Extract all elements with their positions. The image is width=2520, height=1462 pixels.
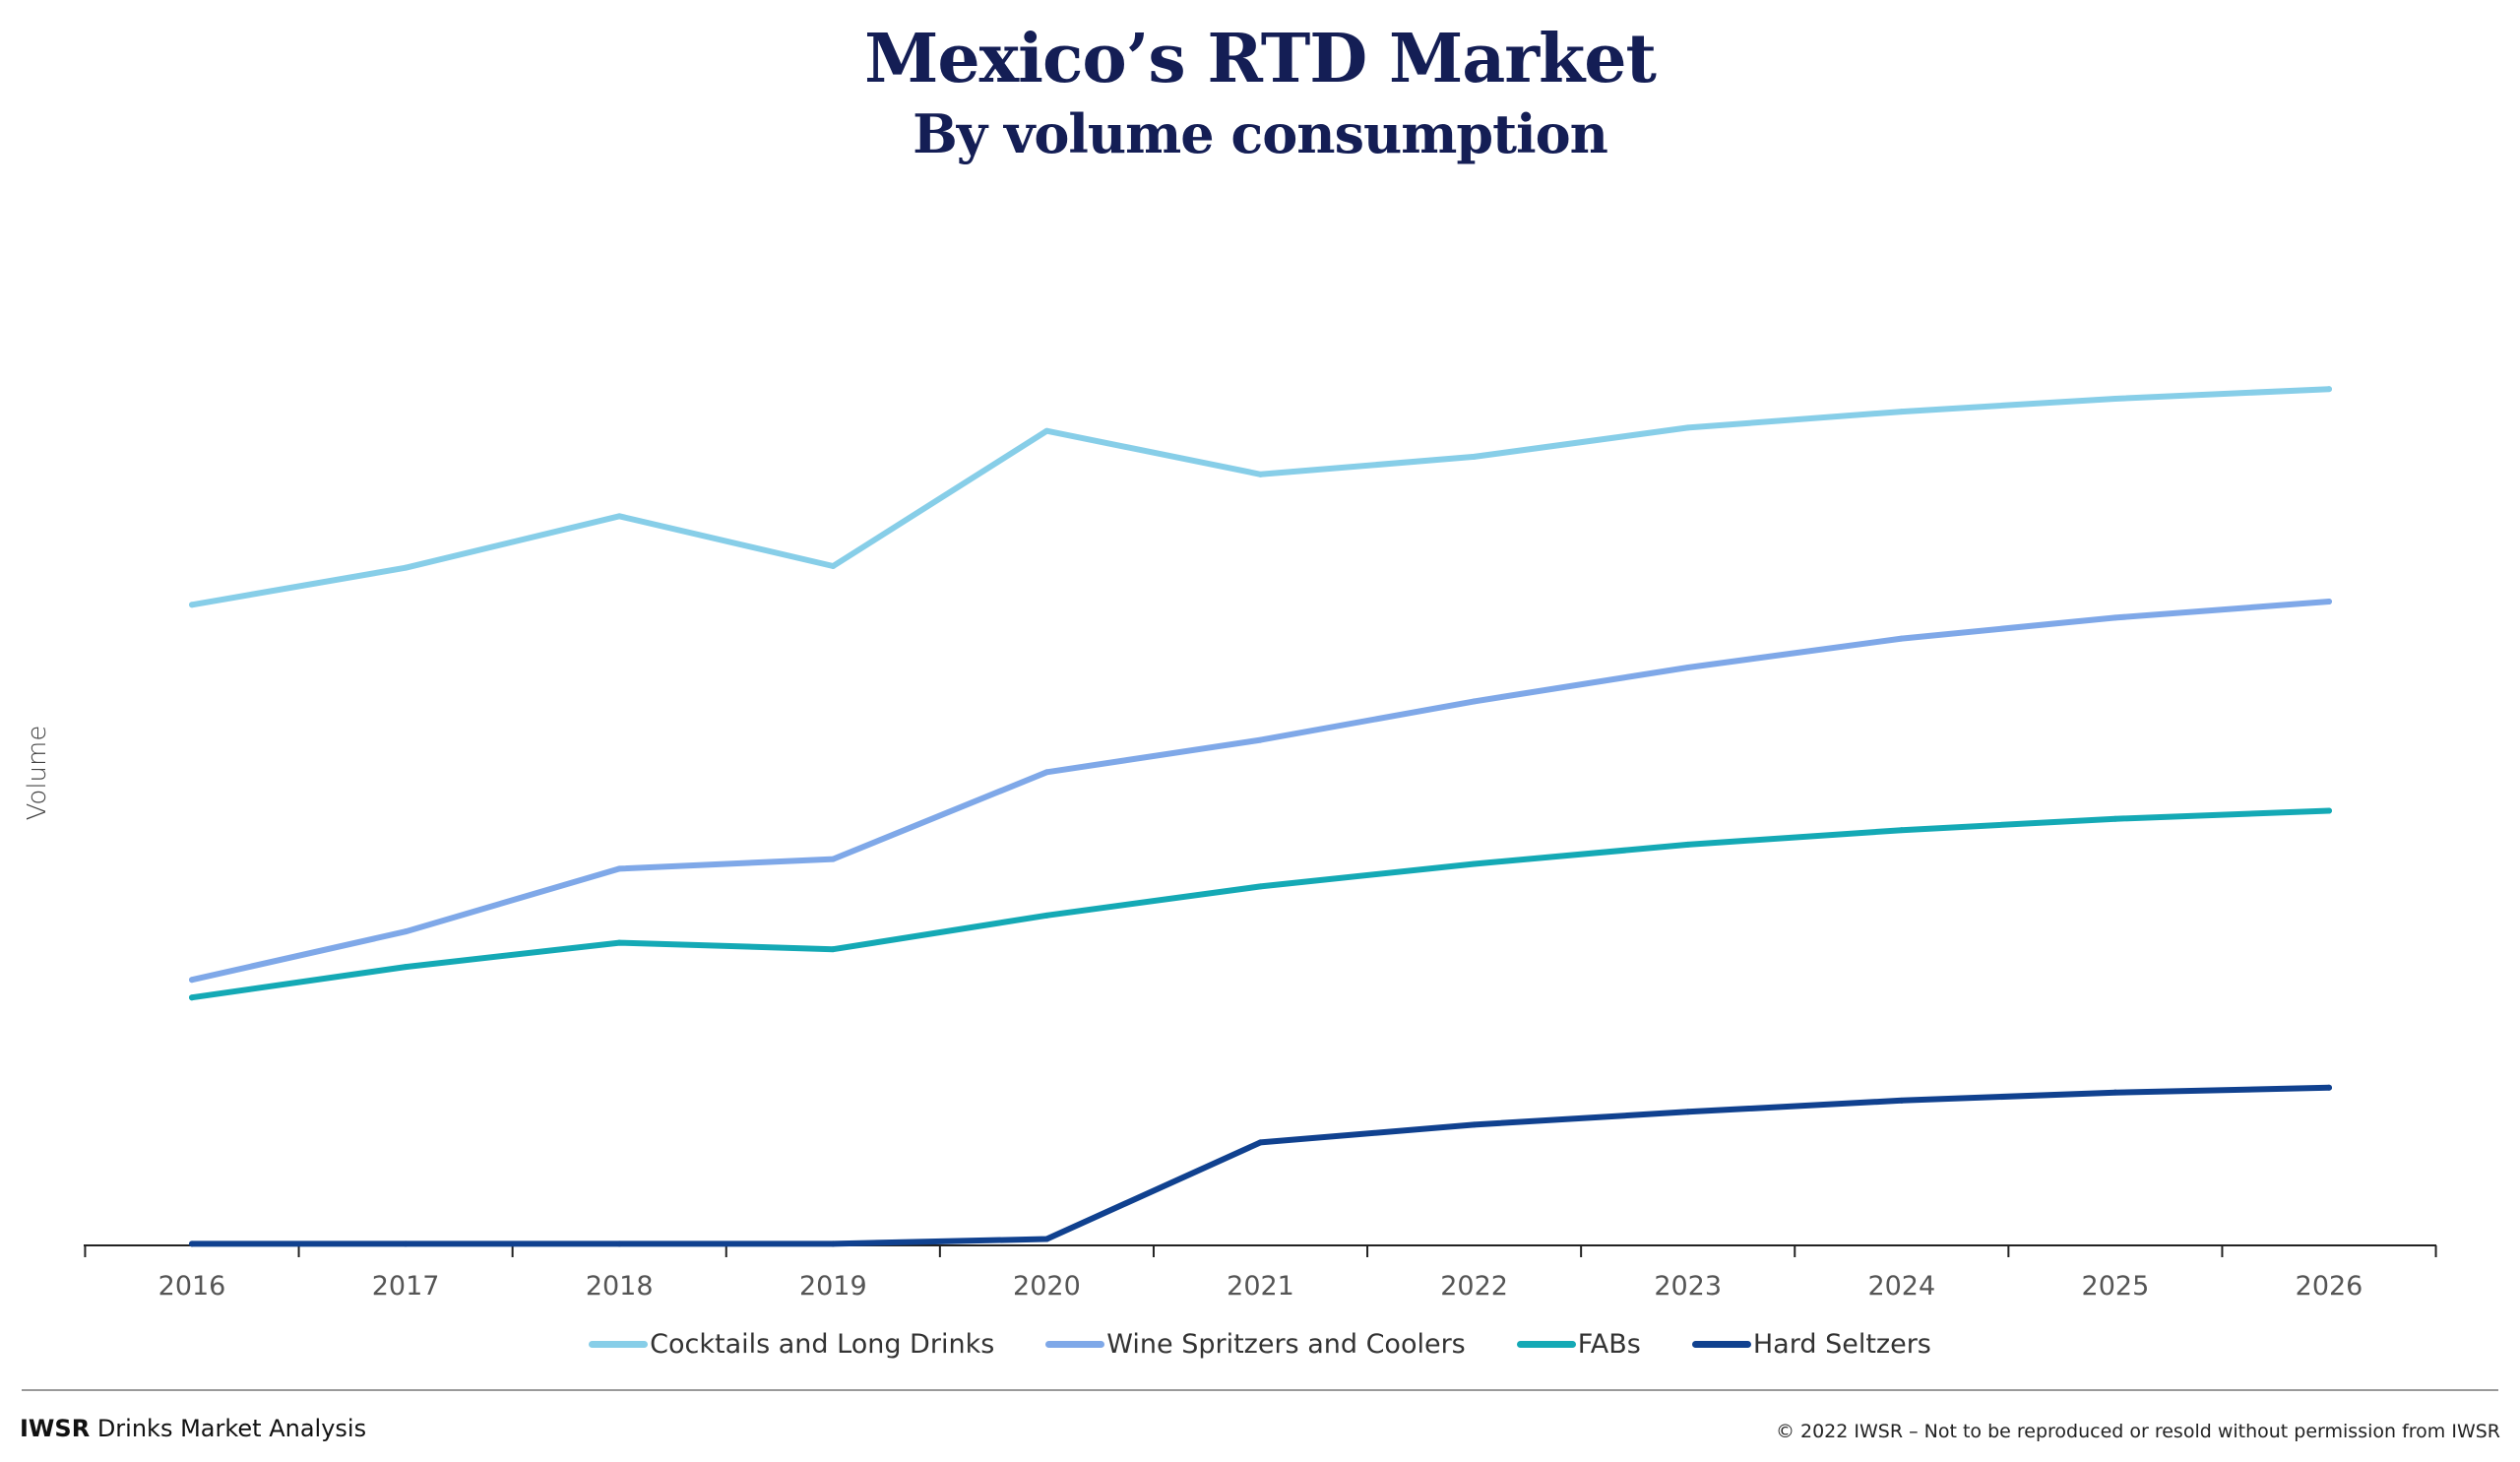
footer-divider: [22, 1389, 2498, 1391]
legend: Cocktails and Long Drinks Wine Spritzers …: [0, 1329, 2520, 1360]
data-point-cocktails-and-long-drinks: [616, 513, 623, 520]
data-point-wine-spritzers-and-coolers: [1043, 769, 1050, 776]
data-point-hard-seltzers: [2326, 1084, 2332, 1091]
data-point-cocktails-and-long-drinks: [830, 563, 837, 570]
x-tick-label: 2023: [1654, 1271, 1722, 1302]
data-point-fabs: [1898, 827, 1905, 834]
chart-title: Mexico’s RTD Market: [864, 20, 1657, 98]
data-point-wine-spritzers-and-coolers: [1257, 736, 1264, 743]
copyright-notice: © 2022 IWSR – Not to be reproduced or re…: [1775, 1421, 2500, 1442]
legend-swatch: [1045, 1341, 1105, 1348]
x-tick-label: 2026: [2296, 1271, 2363, 1302]
data-point-hard-seltzers: [1898, 1097, 1905, 1104]
x-tick-label: 2021: [1227, 1271, 1294, 1302]
x-tick-label: 2017: [372, 1271, 440, 1302]
legend-swatch: [589, 1341, 649, 1348]
series-line-fabs: [189, 807, 2332, 1001]
x-tick-label: 2020: [1013, 1271, 1081, 1302]
data-point-wine-spritzers-and-coolers: [1898, 635, 1905, 642]
data-point-cocktails-and-long-drinks: [1898, 409, 1905, 415]
data-point-fabs: [1684, 841, 1691, 848]
brand-suffix: Drinks Market Analysis: [96, 1415, 367, 1442]
legend-item: Wine Spritzers and Coolers: [1045, 1329, 1466, 1360]
legend-swatch: [1691, 1341, 1751, 1348]
data-point-wine-spritzers-and-coolers: [189, 977, 195, 984]
x-tick-label: 2024: [1867, 1271, 1935, 1302]
legend-item: FABs: [1516, 1329, 1641, 1360]
data-point-cocktails-and-long-drinks: [403, 564, 410, 571]
data-point-fabs: [2111, 815, 2118, 822]
data-point-fabs: [403, 964, 410, 971]
data-point-hard-seltzers: [830, 1240, 837, 1247]
series-line-cocktails-and-long-drinks: [189, 386, 2332, 608]
legend-label: Cocktails and Long Drinks: [650, 1329, 995, 1360]
data-point-wine-spritzers-and-coolers: [616, 865, 623, 872]
data-point-cocktails-and-long-drinks: [1684, 424, 1691, 431]
data-point-wine-spritzers-and-coolers: [1684, 665, 1691, 671]
data-point-fabs: [830, 946, 837, 953]
series-line-hard-seltzers: [189, 1084, 2332, 1247]
legend-label: Wine Spritzers and Coolers: [1106, 1329, 1466, 1360]
brand-name: IWSR: [20, 1415, 91, 1442]
data-point-hard-seltzers: [616, 1240, 623, 1247]
data-point-hard-seltzers: [403, 1240, 410, 1247]
legend-label: Hard Seltzers: [1752, 1329, 1931, 1360]
data-point-wine-spritzers-and-coolers: [403, 928, 410, 935]
series-layer: [189, 386, 2332, 1247]
data-point-fabs: [1471, 860, 1478, 867]
x-tick-label: 2018: [586, 1271, 654, 1302]
data-point-fabs: [2326, 807, 2332, 814]
x-tick-label: 2016: [158, 1271, 226, 1302]
x-tick-label: 2022: [1440, 1271, 1508, 1302]
data-point-cocktails-and-long-drinks: [189, 602, 195, 608]
x-axis: 2016 2017 2018 2019 2020 2021 2022 2023 2024 2025…: [84, 1244, 2437, 1302]
data-point-hard-seltzers: [1471, 1121, 1478, 1128]
legend-swatch: [1516, 1341, 1576, 1348]
data-point-hard-seltzers: [1043, 1236, 1050, 1242]
x-tick-label: 2019: [799, 1271, 867, 1302]
data-point-cocktails-and-long-drinks: [2326, 386, 2332, 393]
data-point-cocktails-and-long-drinks: [1471, 453, 1478, 460]
data-point-wine-spritzers-and-coolers: [830, 856, 837, 862]
series-line-wine-spritzers-and-coolers: [189, 599, 2332, 984]
data-point-fabs: [1257, 883, 1264, 890]
data-point-hard-seltzers: [189, 1240, 195, 1247]
data-point-fabs: [189, 994, 195, 1001]
data-point-fabs: [616, 939, 623, 946]
footer-brand: IWSR Drinks Market Analysis: [20, 1415, 366, 1442]
data-point-cocktails-and-long-drinks: [1043, 427, 1050, 434]
legend-item: Cocktails and Long Drinks: [589, 1329, 994, 1360]
data-point-wine-spritzers-and-coolers: [1471, 698, 1478, 705]
data-point-hard-seltzers: [1684, 1109, 1691, 1115]
data-point-wine-spritzers-and-coolers: [2326, 599, 2332, 604]
data-point-hard-seltzers: [2111, 1089, 2118, 1096]
data-point-cocktails-and-long-drinks: [2111, 395, 2118, 402]
data-point-fabs: [1043, 912, 1050, 919]
data-point-hard-seltzers: [1257, 1139, 1264, 1146]
chart-subtitle: By volume consumption: [913, 102, 1608, 165]
x-tick-label: 2025: [2082, 1271, 2150, 1302]
y-axis-label: Volume: [23, 726, 52, 821]
legend-item: Hard Seltzers: [1691, 1329, 1931, 1360]
legend-label: FABs: [1577, 1329, 1641, 1360]
data-point-cocktails-and-long-drinks: [1257, 471, 1264, 477]
data-point-wine-spritzers-and-coolers: [2111, 614, 2118, 621]
line-chart: 2016 2017 2018 2019 2020 2021 2022 2023 2024 2025…: [23, 386, 2437, 1302]
